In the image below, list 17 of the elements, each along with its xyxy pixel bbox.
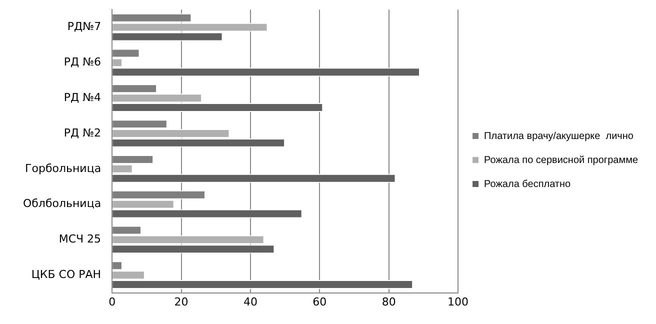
x-tick-label: 60 [312, 295, 327, 308]
legend-label: Рожала по сервисной программе [484, 154, 638, 166]
y-tick-label: РД№7 [67, 20, 102, 34]
x-tick-label: 100 [448, 295, 469, 308]
y-tick-label: ЦКБ СО РАН [31, 268, 102, 281]
y-tick-label: РД №6 [64, 56, 102, 69]
y-tick-label: МСЧ 25 [58, 232, 102, 246]
x-tick-label: 40 [243, 295, 258, 308]
y-tick-label: РД №4 [64, 90, 102, 104]
y-tick-label: Облбольница [22, 197, 102, 210]
legend-label: Рожала бесплатно [484, 178, 572, 190]
x-tick-label: 0 [108, 295, 116, 308]
y-tick-label: РД №2 [64, 126, 102, 140]
y-tick-label: Горбольница [25, 162, 102, 175]
x-tick-label: 20 [174, 295, 188, 308]
x-tick-label: 80 [382, 295, 396, 308]
legend-label: Платила врачу/акушерке лично [484, 130, 634, 142]
